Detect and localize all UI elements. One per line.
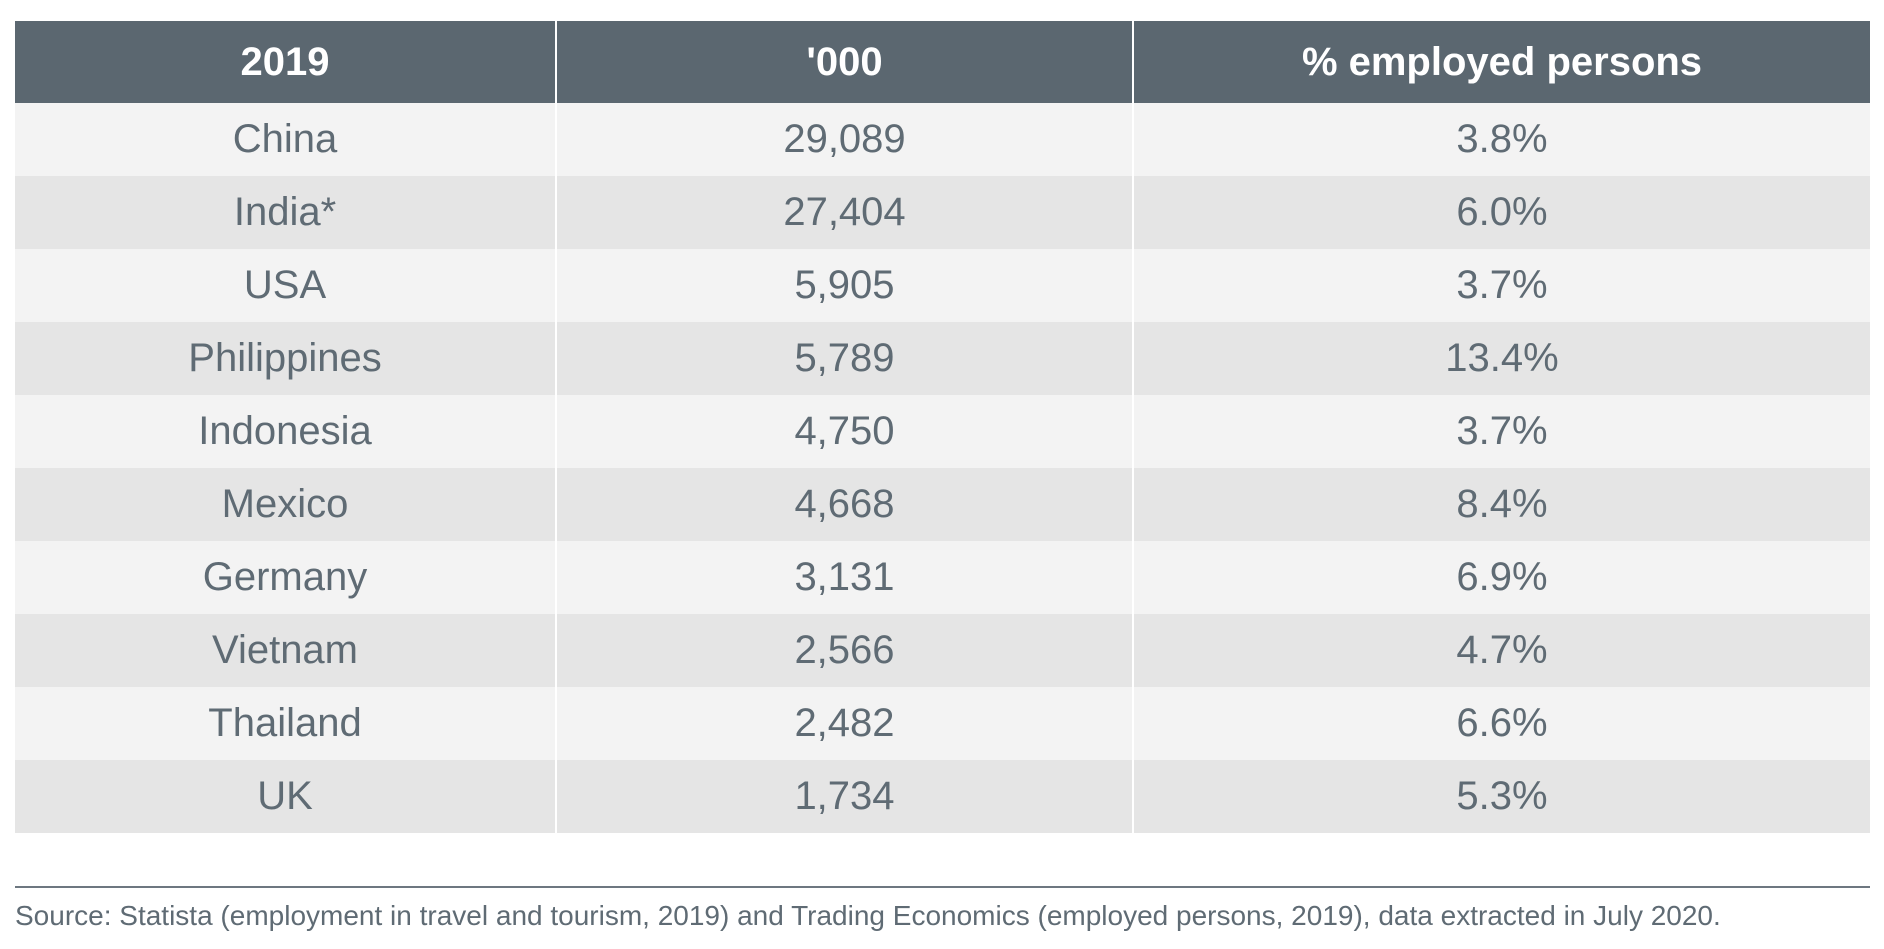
table-body: China 29,089 3.8% India* 27,404 6.0% USA… bbox=[15, 103, 1870, 833]
source-note: Source: Statista (employment in travel a… bbox=[15, 900, 1721, 931]
thousands-cell: 1,734 bbox=[555, 760, 1133, 833]
percent-cell: 6.0% bbox=[1132, 176, 1870, 249]
country-cell: Philippines bbox=[15, 322, 556, 395]
table-row: Mexico 4,668 8.4% bbox=[15, 468, 1870, 541]
table-row: Thailand 2,482 6.6% bbox=[15, 687, 1870, 760]
country-cell: USA bbox=[15, 249, 556, 322]
percent-cell: 3.8% bbox=[1132, 103, 1870, 176]
table-row: Philippines 5,789 13.4% bbox=[15, 322, 1870, 395]
percent-cell: 3.7% bbox=[1132, 395, 1870, 468]
thousands-cell: 2,482 bbox=[555, 687, 1133, 760]
country-cell: Indonesia bbox=[15, 395, 556, 468]
percent-cell: 8.4% bbox=[1132, 468, 1870, 541]
table-row: Vietnam 2,566 4.7% bbox=[15, 614, 1870, 687]
country-cell: Mexico bbox=[15, 468, 556, 541]
country-cell: Vietnam bbox=[15, 614, 556, 687]
percent-cell: 6.9% bbox=[1132, 541, 1870, 614]
employment-table: 2019 '000 % employed persons China 29,08… bbox=[15, 21, 1870, 833]
thousands-cell: 4,750 bbox=[555, 395, 1133, 468]
header-year: 2019 bbox=[15, 21, 556, 103]
thousands-cell: 27,404 bbox=[555, 176, 1133, 249]
source-divider bbox=[15, 886, 1870, 888]
country-cell: UK bbox=[15, 760, 556, 833]
percent-cell: 4.7% bbox=[1132, 614, 1870, 687]
percent-cell: 5.3% bbox=[1132, 760, 1870, 833]
percent-cell: 6.6% bbox=[1132, 687, 1870, 760]
header-row: 2019 '000 % employed persons bbox=[15, 21, 1870, 103]
header-thousands: '000 bbox=[555, 21, 1133, 103]
table-row: Germany 3,131 6.9% bbox=[15, 541, 1870, 614]
thousands-cell: 5,789 bbox=[555, 322, 1133, 395]
header-percent-employed: % employed persons bbox=[1132, 21, 1870, 103]
table-row: USA 5,905 3.7% bbox=[15, 249, 1870, 322]
thousands-cell: 2,566 bbox=[555, 614, 1133, 687]
table-row: Indonesia 4,750 3.7% bbox=[15, 395, 1870, 468]
percent-cell: 3.7% bbox=[1132, 249, 1870, 322]
table-header: 2019 '000 % employed persons bbox=[15, 21, 1870, 103]
table-row: UK 1,734 5.3% bbox=[15, 760, 1870, 833]
country-cell: India* bbox=[15, 176, 556, 249]
thousands-cell: 29,089 bbox=[555, 103, 1133, 176]
country-cell: China bbox=[15, 103, 556, 176]
table-row: India* 27,404 6.0% bbox=[15, 176, 1870, 249]
country-cell: Germany bbox=[15, 541, 556, 614]
thousands-cell: 5,905 bbox=[555, 249, 1133, 322]
thousands-cell: 4,668 bbox=[555, 468, 1133, 541]
thousands-cell: 3,131 bbox=[555, 541, 1133, 614]
percent-cell: 13.4% bbox=[1132, 322, 1870, 395]
table-row: China 29,089 3.8% bbox=[15, 103, 1870, 176]
country-cell: Thailand bbox=[15, 687, 556, 760]
